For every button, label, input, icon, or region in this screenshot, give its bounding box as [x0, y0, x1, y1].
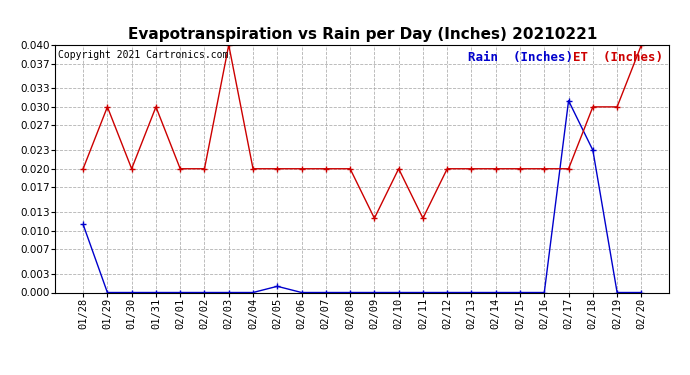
Legend: Rain  (Inches), ET  (Inches): Rain (Inches), ET (Inches) — [463, 46, 668, 69]
Title: Evapotranspiration vs Rain per Day (Inches) 20210221: Evapotranspiration vs Rain per Day (Inch… — [128, 27, 597, 42]
Text: Copyright 2021 Cartronics.com: Copyright 2021 Cartronics.com — [58, 50, 228, 60]
